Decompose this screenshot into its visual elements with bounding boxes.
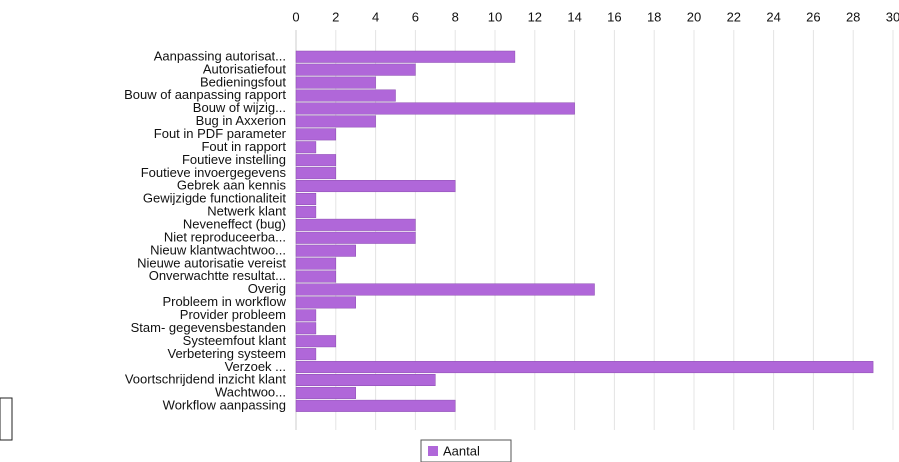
bar [295,296,356,309]
x-tick-label: 2 [332,9,339,24]
bar [295,218,416,231]
legend-swatch [428,446,438,456]
y-tick-label: Bouw of wijzig... [193,100,286,115]
y-tick-label: Gewijzigde functionaliteit [143,191,286,206]
bar [295,167,337,180]
y-tick-label: Fout in rapport [201,139,286,154]
x-tick-label: 4 [372,9,379,24]
x-tick-label: 22 [727,9,741,24]
bar [295,205,317,218]
y-tick-label: Workflow aanpassing [163,398,286,413]
bar [295,348,317,361]
bar [295,141,317,154]
x-tick-label: 14 [567,9,581,24]
y-tick-label: Verbetering systeem [167,346,286,361]
legend-label: Aantal [443,443,480,458]
bar [295,270,337,283]
y-tick-label: Wachtwoo... [215,385,286,400]
bar [295,257,337,270]
y-tick-label: Overig [248,281,286,296]
x-tick-label: 28 [846,9,860,24]
x-tick-label: 10 [488,9,502,24]
bar [295,283,595,296]
y-tick-label: Systeemfout klant [183,333,287,348]
y-tick-label: Netwerk klant [207,204,286,219]
x-tick-label: 8 [452,9,459,24]
bar [295,128,337,141]
y-tick-label: Aanpassing autorisat... [154,48,286,63]
y-tick-label: Autorisatiefout [203,61,286,76]
bar [295,154,337,167]
bar [295,244,356,257]
bar [295,192,317,205]
bar [295,231,416,244]
bar [295,115,376,128]
bar [295,50,516,63]
y-tick-label: Verzoek ... [225,359,286,374]
x-tick-label: 0 [292,9,299,24]
x-tick-label: 6 [412,9,419,24]
y-tick-label: Probleem in workflow [162,294,286,309]
x-tick-label: 16 [607,9,621,24]
bar [295,335,337,348]
panel-edge [0,397,13,441]
y-tick-label: Neveneffect (bug) [183,217,286,232]
bar [295,322,317,335]
y-tick-label: Provider probleem [180,307,286,322]
y-tick-label: Bedieningsfout [200,74,286,89]
bar [295,76,376,89]
y-tick-label: Nieuw klantwachtwoo... [150,242,286,257]
x-tick-label: 30 [886,9,899,24]
y-tick-label: Bug in Axxerion [196,113,286,128]
bar [295,361,874,374]
bar [295,309,317,322]
legend-box [420,439,512,462]
y-tick-label: Fout in PDF parameter [154,126,287,141]
bar [295,399,456,412]
bar [295,374,436,386]
x-tick-label: 24 [766,9,780,24]
x-tick-label: 26 [806,9,820,24]
bar [295,63,416,76]
x-tick-label: 18 [647,9,661,24]
y-tick-label: Nieuwe autorisatie vereist [137,255,286,270]
y-tick-label: Foutieve instelling [182,152,286,167]
y-tick-label: Stam- gegevensbestanden [131,320,286,335]
x-tick-label: 12 [528,9,542,24]
y-tick-label: Gebrek aan kennis [177,178,287,193]
x-tick-label: 20 [687,9,701,24]
bar [295,89,396,102]
bar [295,180,456,193]
bar [295,386,356,399]
y-tick-label: Niet reproduceerba... [164,229,286,244]
y-tick-label: Foutieve invoergegevens [141,165,287,180]
y-tick-label: Voortschrijdend inzicht klant [125,372,287,387]
y-tick-label: Onverwachtte resultat... [149,268,286,283]
y-tick-label: Bouw of aanpassing rapport [124,87,286,102]
bar [295,102,575,115]
